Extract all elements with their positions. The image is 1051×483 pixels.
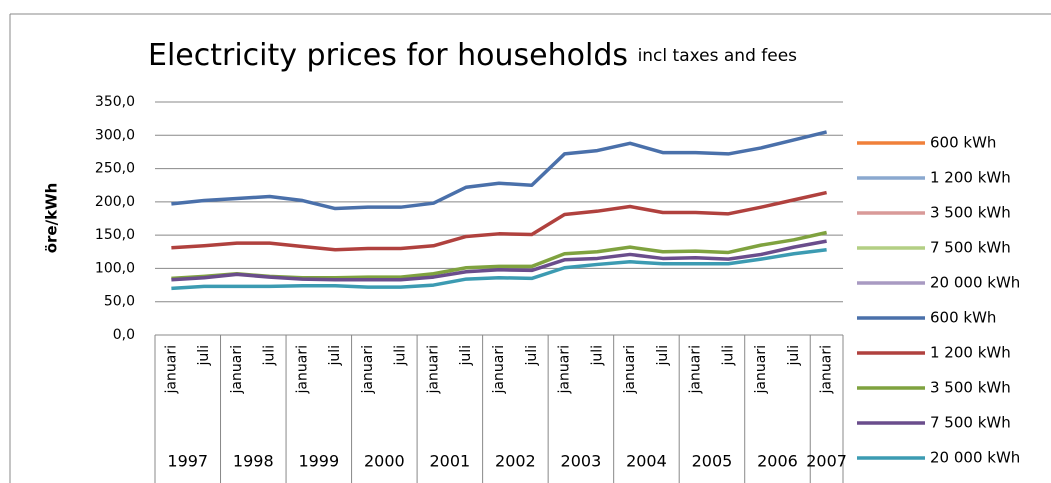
year-label: 1997 bbox=[167, 452, 208, 471]
year-label: 2004 bbox=[626, 452, 667, 471]
y-tick-label: 150,0 bbox=[95, 227, 135, 243]
year-label: 2007 bbox=[806, 452, 847, 471]
y-tick-label: 0,0 bbox=[113, 327, 135, 343]
subtitle-text: incl taxes and fees bbox=[638, 46, 798, 66]
y-tick-label: 50,0 bbox=[104, 294, 135, 310]
x-tick-label: januari bbox=[360, 345, 376, 394]
legend-label: 7 500 kWh bbox=[930, 414, 1011, 432]
series-line bbox=[171, 248, 827, 291]
x-tick-label: juli bbox=[786, 345, 802, 367]
x-tick-label: juli bbox=[720, 345, 736, 367]
chart-title: Electricity prices for households incl t… bbox=[148, 38, 797, 73]
x-tick-label: januari bbox=[425, 345, 441, 394]
x-tick-label: januari bbox=[294, 345, 310, 394]
y-tick-label: 300,0 bbox=[95, 127, 135, 143]
x-tick-label: juli bbox=[458, 345, 474, 367]
x-tick-label: juli bbox=[196, 345, 212, 367]
x-tick-label: januari bbox=[688, 345, 704, 394]
legend-label: 600 kWh bbox=[930, 134, 996, 152]
year-label: 2001 bbox=[429, 452, 470, 471]
series-line bbox=[171, 130, 828, 211]
x-tick-label: januari bbox=[819, 345, 835, 394]
year-label: 2003 bbox=[561, 452, 602, 471]
legend-label: 20 000 kWh bbox=[930, 449, 1020, 467]
year-label: 2002 bbox=[495, 452, 536, 471]
x-tick-label: januari bbox=[163, 345, 179, 394]
legend-label: 3 500 kWh bbox=[930, 379, 1011, 397]
x-tick-label: januari bbox=[622, 345, 638, 394]
series-line bbox=[171, 239, 827, 282]
title-text: Electricity prices for households bbox=[148, 38, 628, 73]
y-tick-label: 250,0 bbox=[95, 161, 135, 177]
x-tick-label: januari bbox=[557, 345, 573, 394]
x-tick-label: januari bbox=[491, 345, 507, 394]
y-tick-label: 200,0 bbox=[95, 194, 135, 210]
x-tick-label: juli bbox=[393, 345, 409, 367]
legend-label: 600 kWh bbox=[930, 309, 996, 327]
legend-label: 1 200 kWh bbox=[930, 344, 1011, 362]
year-label: 2000 bbox=[364, 452, 405, 471]
year-label: 1998 bbox=[233, 452, 274, 471]
year-label: 1999 bbox=[298, 452, 339, 471]
series-line bbox=[171, 190, 828, 252]
legend-label: 3 500 kWh bbox=[930, 204, 1011, 222]
x-tick-label: januari bbox=[753, 345, 769, 394]
legend-label: 20 000 kWh bbox=[930, 274, 1020, 292]
x-tick-label: juli bbox=[524, 345, 540, 367]
x-tick-label: juli bbox=[589, 345, 605, 367]
x-tick-label: juli bbox=[327, 345, 343, 367]
y-axis-label: öre/kWh bbox=[43, 183, 61, 254]
y-tick-label: 350,0 bbox=[95, 94, 135, 110]
y-tick-label: 100,0 bbox=[95, 260, 135, 276]
legend-label: 1 200 kWh bbox=[930, 169, 1011, 187]
legend-label: 7 500 kWh bbox=[930, 239, 1011, 257]
x-tick-label: januari bbox=[229, 345, 245, 394]
year-label: 2005 bbox=[692, 452, 733, 471]
x-tick-label: juli bbox=[262, 345, 278, 367]
year-label: 2006 bbox=[757, 452, 798, 471]
x-tick-label: juli bbox=[655, 345, 671, 367]
